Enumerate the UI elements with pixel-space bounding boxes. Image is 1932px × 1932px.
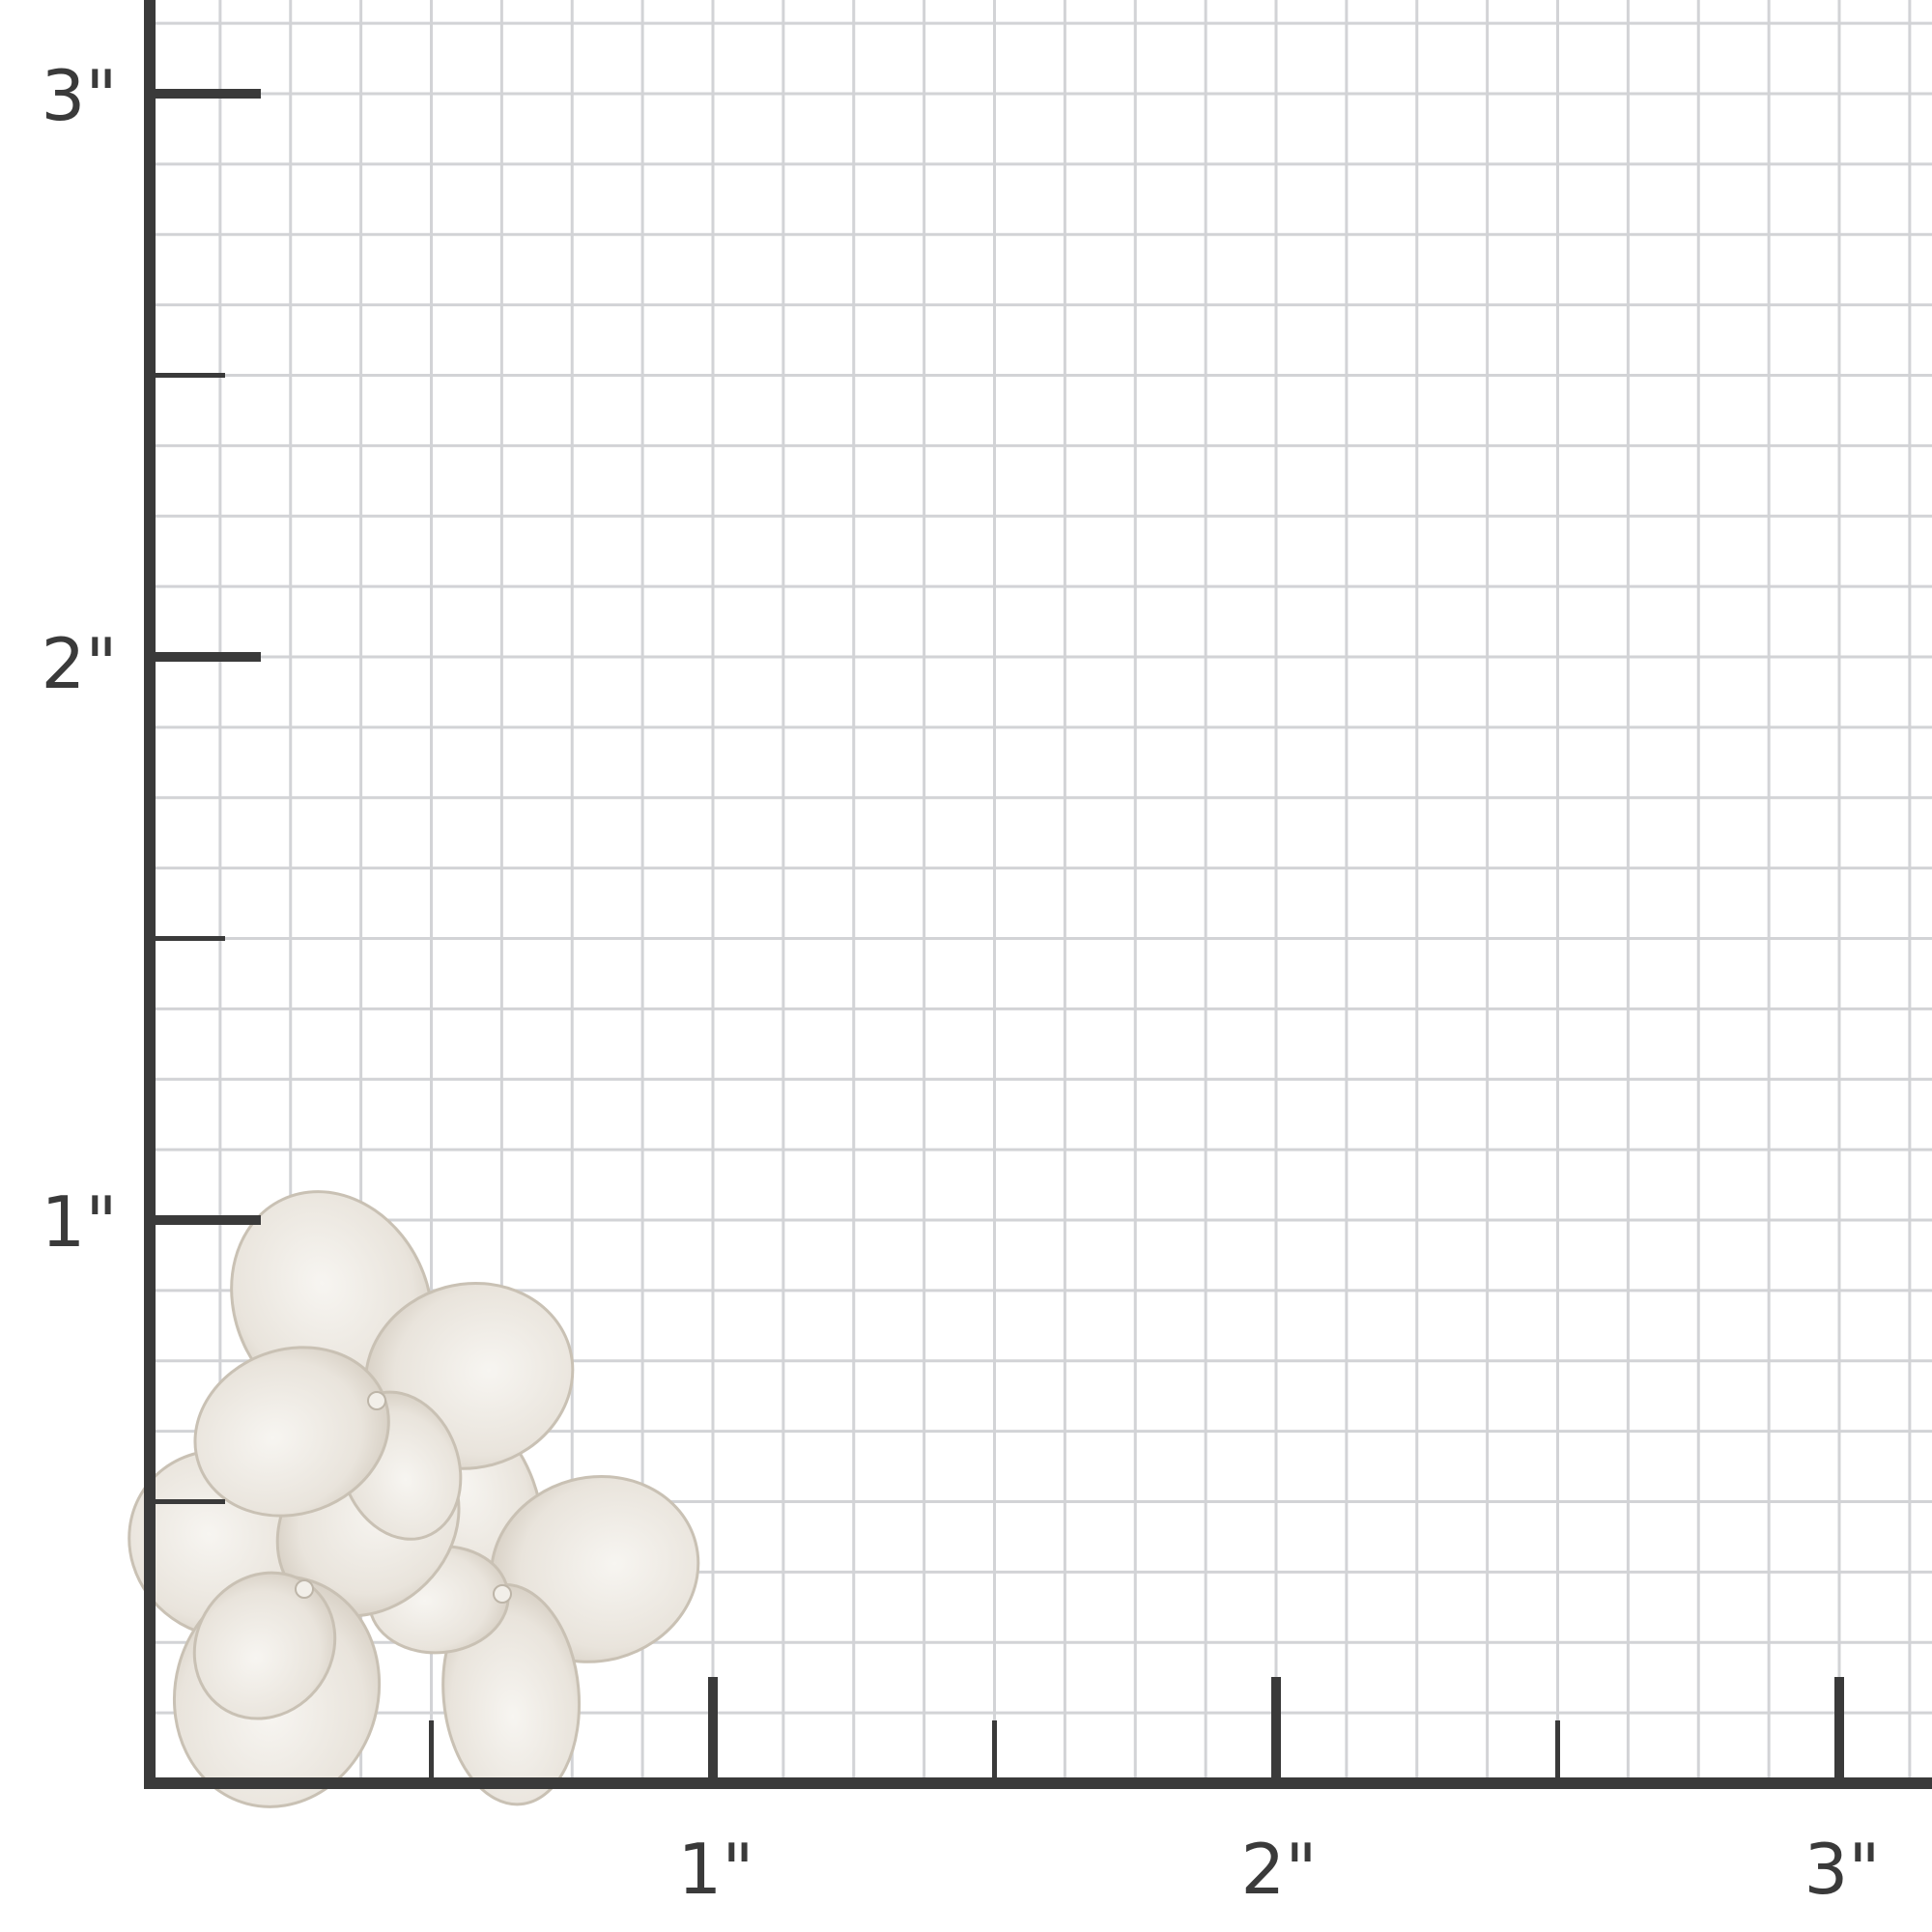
y-tick-label-2: 2" xyxy=(42,623,118,704)
axes xyxy=(144,0,1932,1789)
x-tick-label-2: 2" xyxy=(1241,1829,1318,1910)
blossom xyxy=(193,1190,575,1541)
blossom-center xyxy=(493,1584,512,1604)
blossom-center xyxy=(367,1391,386,1410)
x-tick-label-3: 3" xyxy=(1804,1829,1881,1910)
grid-lines xyxy=(150,0,1932,1783)
x-tick-label-1: 1" xyxy=(678,1829,754,1910)
flower-earring-icon xyxy=(128,1190,700,1808)
y-tick-label-3: 3" xyxy=(42,55,118,136)
blossom-center xyxy=(295,1579,314,1599)
y-tick-label-1: 1" xyxy=(42,1181,118,1263)
